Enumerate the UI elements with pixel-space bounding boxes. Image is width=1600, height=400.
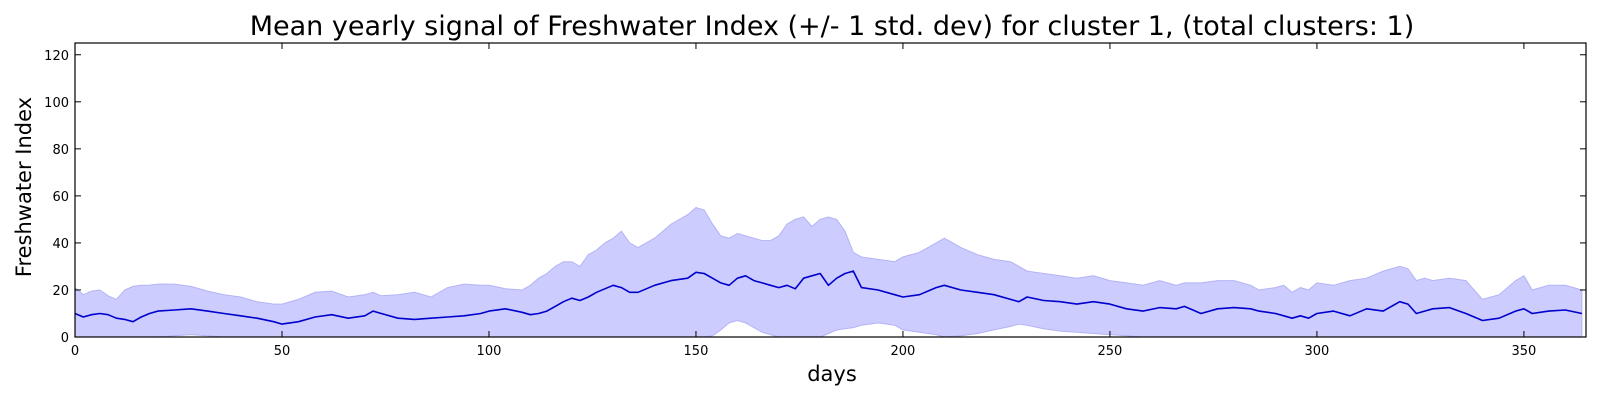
y-tick-label: 40 [52,237,69,252]
x-tick-label: 150 [684,344,709,359]
y-tick-label: 60 [52,190,69,205]
chart-title: Mean yearly signal of Freshwater Index (… [250,11,1415,42]
x-axis: 0 50 100 150 200 250 300 350 [71,43,1536,359]
x-tick-label: 250 [1098,344,1123,359]
x-tick-label: 350 [1511,344,1536,359]
y-tick-label: 20 [52,284,69,299]
y-tick-label: 0 [61,331,69,346]
x-axis-title: days [807,362,857,386]
plot-frame [74,42,1587,338]
std-dev-band [74,207,1583,338]
y-tick-label: 120 [44,49,69,64]
y-axis-title: Freshwater Index [12,97,36,277]
mean-line [74,270,1583,325]
y-tick-label: 80 [52,143,69,158]
x-tick-label: 0 [71,344,79,359]
x-tick-label: 300 [1305,344,1330,359]
y-tick-label: 100 [44,96,69,111]
plot-area [74,207,1583,338]
x-tick-label: 100 [477,344,502,359]
y-axis: 0 20 40 60 80 100 120 [44,49,1586,346]
x-tick-label: 50 [274,344,291,359]
x-tick-label: 200 [891,344,916,359]
